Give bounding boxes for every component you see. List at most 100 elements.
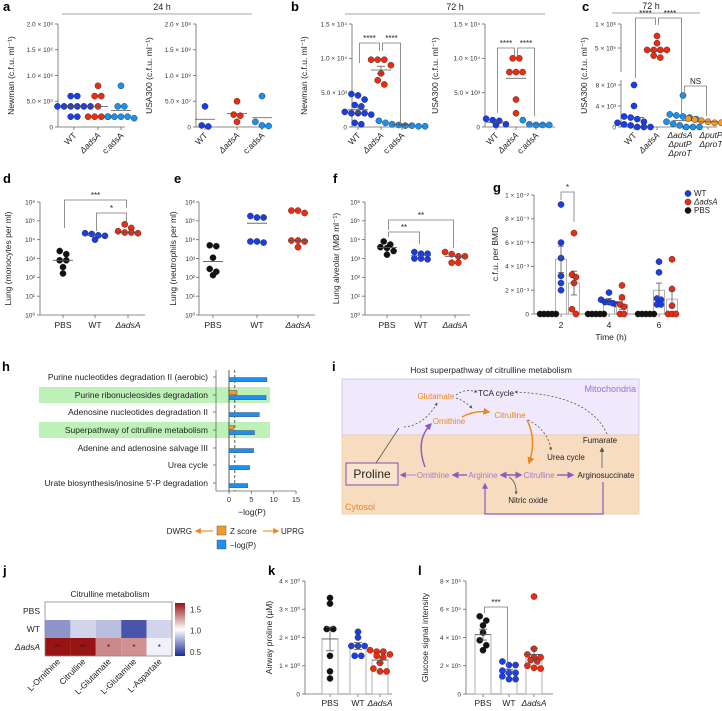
x-category-label: ΔadsA <box>520 698 546 708</box>
significance-label: ** <box>418 211 424 220</box>
y-tick-label: 0 <box>343 124 347 131</box>
data-point-WT <box>348 109 355 117</box>
legend-label: PBS <box>694 206 710 215</box>
data-point-ΔadsA <box>653 39 661 47</box>
heatmap-significance: * <box>107 643 110 652</box>
x-category-label: c:adsA <box>381 130 407 156</box>
data-point-c:adsA <box>104 113 112 120</box>
data-point-PBS <box>650 310 658 318</box>
y-tick-label: 10⁴ <box>185 237 195 244</box>
y-tick-label: 1.5 × 10⁴ <box>454 21 481 28</box>
y-axis-label: Lung (monocytes per ml) <box>3 211 13 305</box>
pathway-diagram: Host superpathway of citrulline metaboli… <box>341 365 640 515</box>
data-point-ΔadsA <box>366 646 374 654</box>
heatmap-row-label: PBS <box>23 606 40 616</box>
significance-bracket <box>684 85 707 116</box>
data-point-ΔadsA ΔputP ΔproT <box>683 123 690 131</box>
pathway-label: Adenosine nucleotides degradation II <box>68 407 208 417</box>
data-point-WT <box>411 255 418 262</box>
data-point-ΔadsA <box>387 61 395 69</box>
x-category-label: ΔadsA <box>216 130 242 156</box>
y-tick-label: 10¹ <box>26 293 36 300</box>
y-tick-label: 4 × 10⁰ <box>279 577 300 585</box>
data-point-ΔadsA <box>454 259 462 266</box>
data-point-ΔadsA <box>650 46 658 54</box>
highlight-band <box>39 422 270 438</box>
data-point-c:adsA <box>252 118 259 126</box>
y-tick-label: 10³ <box>351 256 361 263</box>
data-point-ΔputP ΔproT <box>691 116 699 123</box>
x-category-label: ΔadsA <box>495 130 521 156</box>
data-point-WT <box>351 119 359 127</box>
data-point-PBS <box>326 668 334 675</box>
data-point-c:adsA <box>532 121 540 129</box>
x-category-label: ΔadsA <box>366 698 392 708</box>
y-tick-label: 1.0 × 10⁴ <box>321 56 348 63</box>
data-point-ΔputP ΔproT <box>717 119 722 127</box>
x-tick-label: 5 <box>249 495 253 504</box>
data-point-ΔadsA <box>233 118 241 126</box>
y-tick-label: 2 × 10⁻³ <box>505 288 530 295</box>
data-point-WT <box>505 661 513 669</box>
y-axis-label: Glucose signal intensity <box>420 592 430 682</box>
data-point-ΔadsA <box>663 46 671 54</box>
significance-bracket <box>96 212 127 231</box>
significance-bracket <box>484 606 508 669</box>
data-point-ΔadsA <box>380 56 388 64</box>
panel-letter-k: k <box>268 563 276 578</box>
urea-cycle-node: Urea cycle <box>547 453 585 462</box>
data-point-c:adsA <box>415 123 422 130</box>
data-point-c:adsA <box>265 122 272 130</box>
heatmap-cell <box>95 638 122 656</box>
data-point-c:adsA <box>375 117 383 125</box>
data-point-ΔadsA <box>294 243 302 251</box>
y-tick-label: 8 × 10⁻³ <box>505 216 530 223</box>
x-tick-label: 10 <box>270 495 278 504</box>
citrulline-mito-node: Citrulline <box>494 411 526 420</box>
heatmap-cell <box>121 638 147 656</box>
data-point-WT <box>354 92 362 99</box>
data-point-WT <box>557 286 565 294</box>
x-category-label: ΔadsA <box>666 130 692 140</box>
data-point-WT <box>627 122 635 129</box>
y-tick-label: 2 × 10⁰ <box>279 634 300 642</box>
y-tick-label: 6 × 10⁵ <box>440 607 461 614</box>
heatmap-significance: * <box>132 643 135 652</box>
mitochondria-label: Mitochondria <box>584 384 636 394</box>
data-point-ΔadsA <box>383 668 390 675</box>
heatmap-cell <box>70 638 96 656</box>
data-point-PBS <box>380 238 388 245</box>
significance-label: **** <box>500 39 512 48</box>
significance-bracket <box>382 42 401 125</box>
data-point-ΔadsA <box>114 227 122 235</box>
data-point-WT <box>499 667 506 674</box>
data-point-WT <box>657 301 665 308</box>
legend-swatch-z-score <box>216 525 227 536</box>
data-point-PBS <box>479 646 487 654</box>
data-point-PBS <box>383 251 391 258</box>
y-axis-label: c.f.u. per BMD <box>490 227 500 281</box>
legend-neg-log-p: −log(P) <box>230 541 256 550</box>
data-point-WT <box>557 201 565 208</box>
x-category-label: WT <box>250 320 263 330</box>
bar-neg-log-p <box>228 377 268 382</box>
y-tick-label: 5.0 × 10³ <box>454 90 481 97</box>
panel-letter-e: e <box>174 171 181 186</box>
data-point-c:adsA <box>117 113 125 120</box>
data-point-ΔadsA <box>370 665 377 672</box>
y-tick-label: 6 × 10⁻³ <box>505 240 530 247</box>
y-tick-label: 4 × 10⁵ <box>440 635 461 642</box>
data-point-ΔadsA <box>376 668 384 675</box>
data-point-ΔadsA <box>448 259 456 266</box>
data-point-ΔadsA ΔputP ΔproT <box>666 111 674 118</box>
data-point-ΔadsA <box>512 109 520 117</box>
x-category-label: PBS <box>378 320 395 330</box>
legend-marker-WT <box>684 190 692 197</box>
y-tick-label: 10² <box>186 275 196 282</box>
y-axis-label: USA300 (c.f.u. ml⁻¹) <box>144 37 154 114</box>
y-tick-label: 2.0 × 10⁸ <box>165 21 192 28</box>
header-72h-b: 72 h <box>446 2 464 12</box>
data-point-ΔadsA <box>98 113 105 120</box>
x-category-label: WT <box>484 130 500 146</box>
